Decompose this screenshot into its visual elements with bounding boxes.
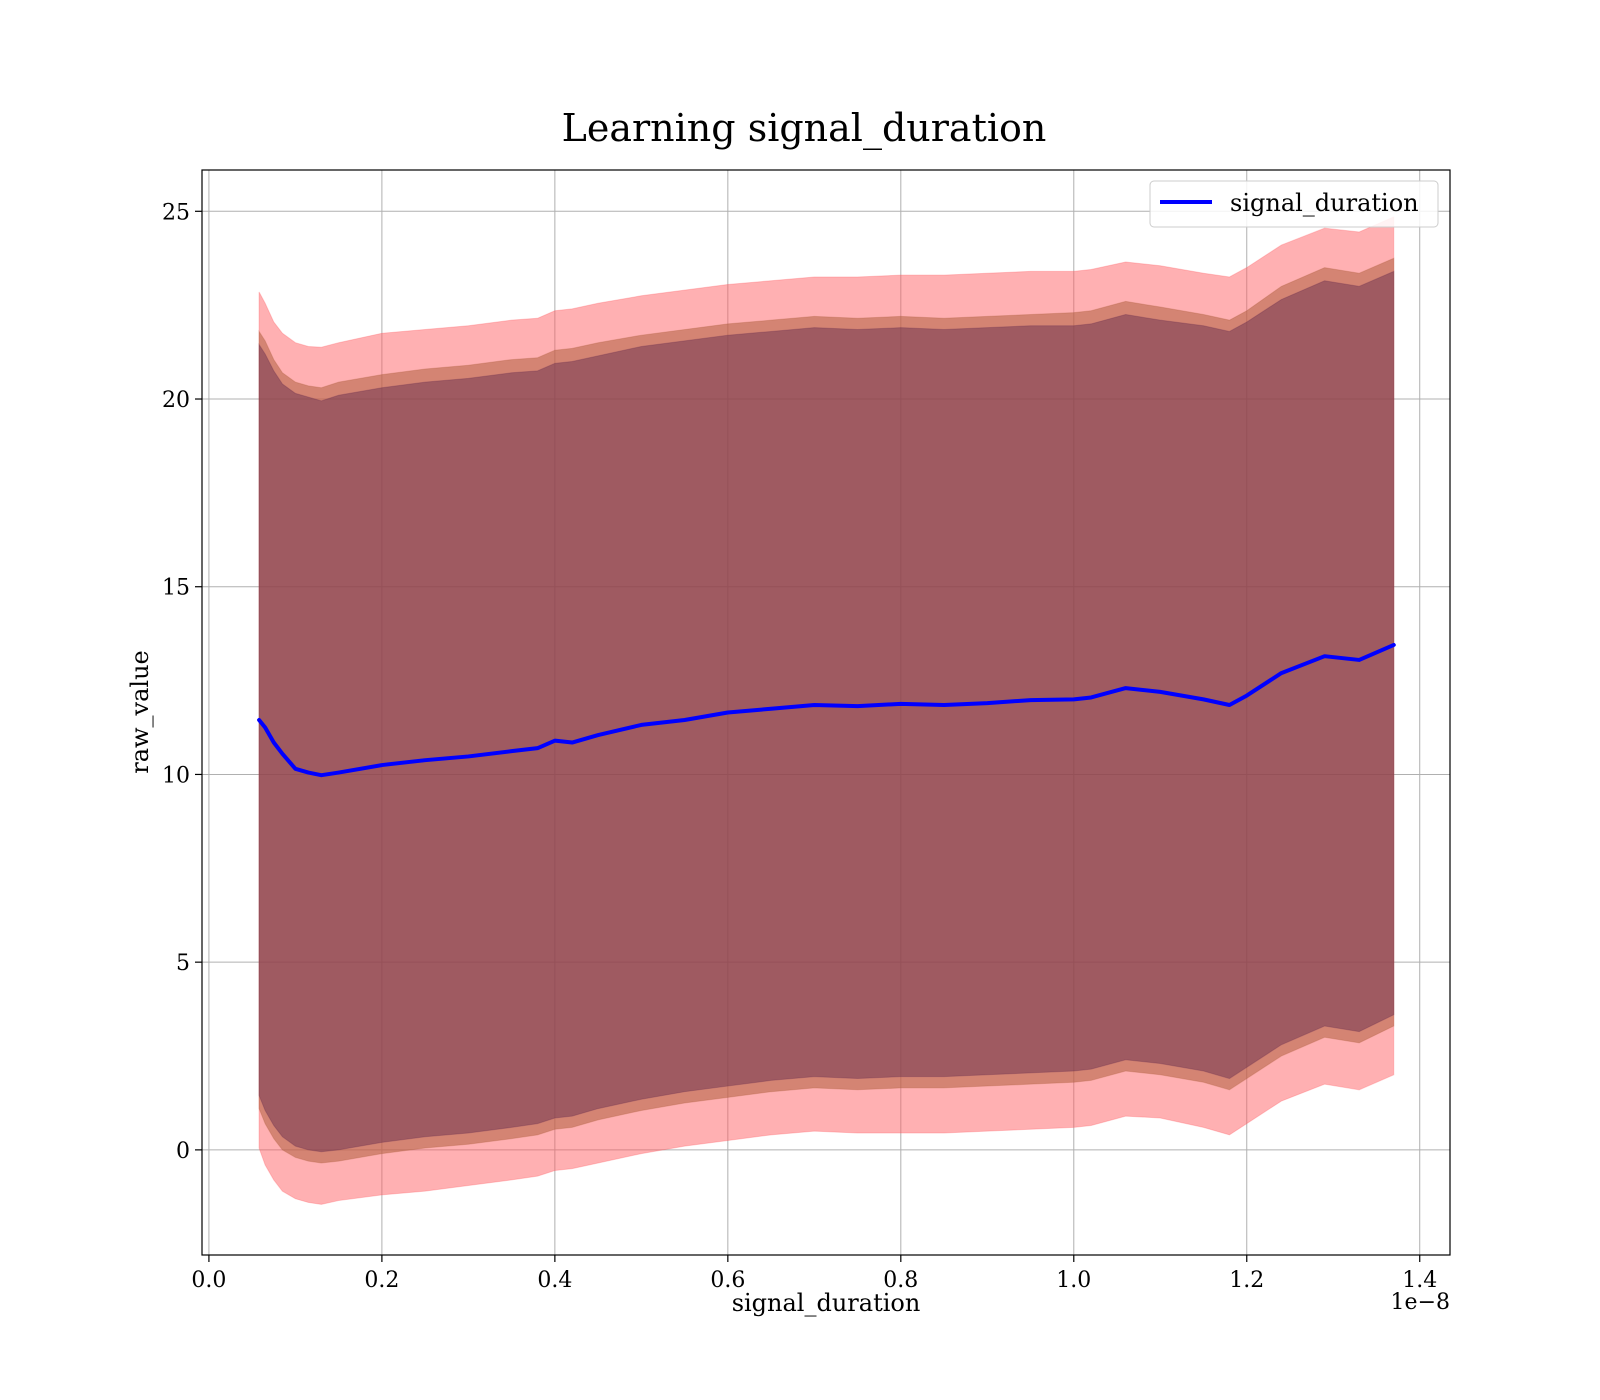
series-lines — [257, 642, 1396, 778]
y-tick-label: 10 — [162, 763, 190, 788]
confidence-band-3 — [258, 270, 1395, 1153]
x-tick-label: 0.6 — [710, 1268, 745, 1293]
confidence-bands — [258, 216, 1395, 1205]
legend: signal_duration — [1149, 180, 1439, 228]
axis-ticks: 0.0 0.2 0.4 0.6 0.8 1.0 1.2 1.4 0 5 10 15 20 25 — [162, 200, 1437, 1293]
plot-frame — [201, 169, 1451, 1256]
y-tick-label: 5 — [176, 951, 190, 976]
x-offset-label: 1e−8 — [1391, 1290, 1450, 1315]
x-tick-label: 0.0 — [191, 1268, 226, 1293]
x-tick-label: 0.8 — [883, 1268, 918, 1293]
legend-box — [1149, 180, 1439, 228]
legend-entry-signal-duration: signal_duration — [1230, 189, 1419, 217]
y-tick-label: 25 — [162, 200, 190, 225]
x-tick-label: 1.0 — [1056, 1268, 1091, 1293]
x-tick-label: 0.4 — [537, 1268, 572, 1293]
x-tick-label: 1.4 — [1402, 1268, 1437, 1293]
y-axis-label: raw_value — [126, 650, 154, 774]
x-axis-label: signal_duration — [732, 1289, 921, 1317]
series-line-signal-duration — [257, 642, 1396, 778]
y-tick-label: 20 — [162, 388, 190, 413]
y-tick-label: 0 — [176, 1139, 190, 1164]
x-tick-label: 0.2 — [364, 1268, 399, 1293]
y-tick-label: 15 — [162, 576, 190, 601]
chart-title: Learning signal_duration — [562, 106, 1047, 151]
x-tick-label: 1.2 — [1229, 1268, 1264, 1293]
